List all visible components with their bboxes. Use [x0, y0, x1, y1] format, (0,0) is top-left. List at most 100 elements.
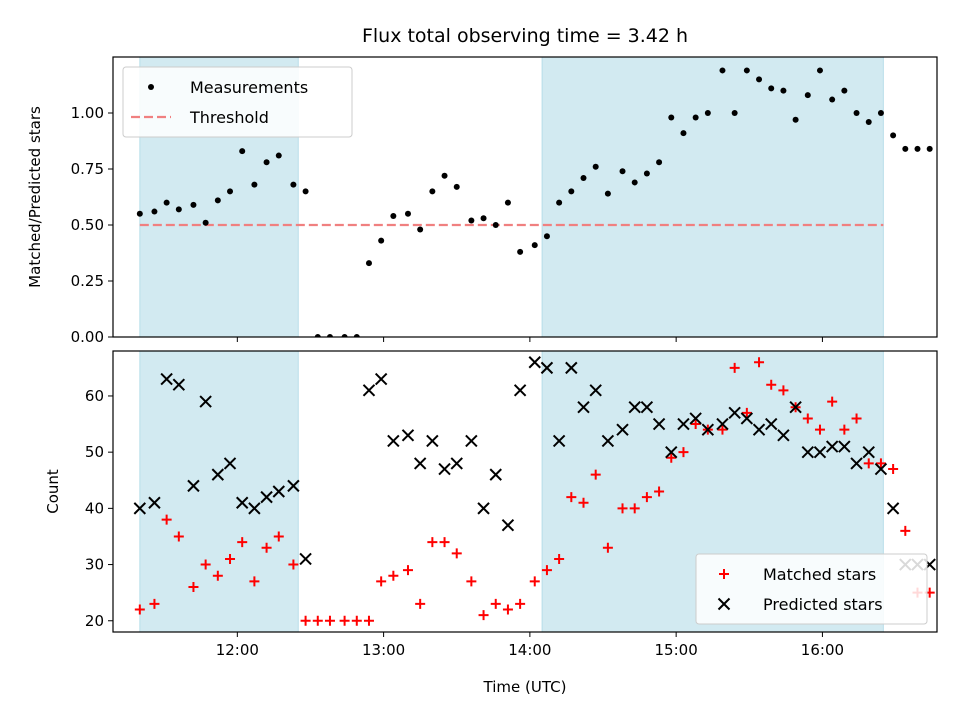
data-point [137, 211, 143, 217]
x-tick-label: 12:00 [216, 641, 259, 659]
data-point [340, 616, 350, 626]
data-point [466, 435, 477, 446]
data-point [490, 469, 501, 480]
y-tick-label: 30 [85, 556, 104, 574]
data-point [415, 458, 426, 469]
legend: Measurements Threshold [123, 67, 352, 137]
data-point [503, 605, 513, 615]
data-point [744, 67, 750, 73]
data-point [568, 188, 574, 194]
data-point [376, 576, 386, 586]
data-point [693, 114, 699, 120]
y-tick-label: 50 [85, 443, 104, 461]
data-point [902, 146, 908, 152]
x-tick-label: 13:00 [362, 641, 405, 659]
data-point [300, 553, 311, 564]
data-point [529, 357, 540, 368]
data-point [415, 599, 425, 609]
data-point [366, 260, 372, 266]
data-point [239, 148, 245, 154]
x-axis-label: Time (UTC) [483, 678, 567, 696]
data-point [854, 110, 860, 116]
figure: Flux total observing time = 3.42 h 0.000… [0, 0, 960, 720]
y-tick-label: 0.75 [71, 160, 104, 178]
data-point [405, 211, 411, 217]
y-tick-label: 60 [85, 387, 104, 405]
data-point [427, 537, 437, 547]
data-point [352, 616, 362, 626]
data-point [491, 599, 501, 609]
legend-label: Measurements [190, 78, 308, 97]
data-point [388, 571, 398, 581]
data-point [403, 565, 413, 575]
data-point [829, 97, 835, 103]
data-point [190, 202, 196, 208]
data-point [515, 385, 526, 396]
data-point [402, 430, 413, 441]
data-point [227, 188, 233, 194]
data-point [429, 188, 435, 194]
data-point [442, 173, 448, 179]
data-point [780, 88, 786, 94]
data-point [793, 117, 799, 123]
data-point [439, 464, 450, 475]
y-tick-label: 40 [85, 499, 104, 517]
data-point [502, 520, 513, 531]
x-tick-label: 14:00 [508, 641, 551, 659]
data-point [515, 599, 525, 609]
data-point [251, 182, 257, 188]
x-tick-label: 15:00 [655, 641, 698, 659]
data-point [215, 197, 221, 203]
data-point [264, 159, 270, 165]
legend-marker [148, 84, 154, 90]
data-point [313, 616, 323, 626]
data-point [656, 159, 662, 165]
data-point [452, 548, 462, 558]
data-point [841, 88, 847, 94]
legend-label: Matched stars [763, 565, 876, 584]
data-point [900, 526, 910, 536]
data-point [581, 175, 587, 181]
data-point [493, 222, 499, 228]
data-point [668, 114, 674, 120]
y-tick-label: 0.25 [71, 272, 104, 290]
data-point [530, 576, 540, 586]
data-point [478, 503, 489, 514]
data-point [914, 146, 920, 152]
data-point [440, 537, 450, 547]
y-tick-label: 20 [85, 612, 104, 630]
data-point [276, 153, 282, 159]
data-point [481, 215, 487, 221]
data-point [927, 146, 933, 152]
data-point [605, 191, 611, 197]
shaded-region-1 [140, 351, 298, 632]
data-point [805, 92, 811, 98]
data-point [388, 435, 399, 446]
data-point [505, 200, 511, 206]
data-point [620, 168, 626, 174]
data-point [517, 249, 523, 255]
data-point [301, 616, 311, 626]
x-tick-label: 16:00 [801, 641, 844, 659]
data-point [290, 182, 296, 188]
data-point [532, 242, 538, 248]
data-point [732, 110, 738, 116]
data-point [376, 374, 387, 385]
data-point [768, 85, 774, 91]
figure-title: Flux total observing time = 3.42 h [362, 25, 688, 47]
data-point [417, 226, 423, 232]
data-point [866, 119, 872, 125]
data-point [705, 110, 711, 116]
data-point [890, 132, 896, 138]
y-axis-label: Count [44, 469, 62, 514]
data-point [164, 200, 170, 206]
legend: Matched stars Predicted stars [696, 554, 927, 624]
data-point [878, 110, 884, 116]
data-point [593, 164, 599, 170]
data-point [632, 179, 638, 185]
bottom-panel: 12:00 13:00 14:00 15:00 16:00 20 30 40 50 60 Count… [44, 351, 937, 696]
data-point [817, 67, 823, 73]
data-point [451, 458, 462, 469]
legend-label: Predicted stars [763, 595, 883, 614]
data-point [151, 209, 157, 215]
